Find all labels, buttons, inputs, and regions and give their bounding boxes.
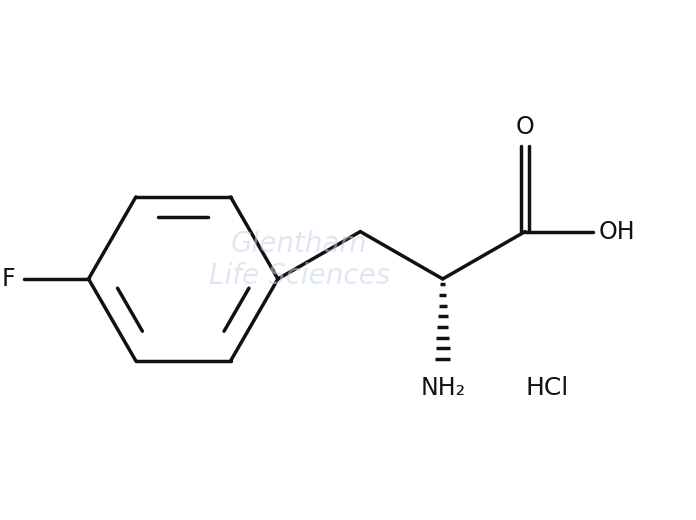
Text: NH₂: NH₂ <box>420 375 465 399</box>
Text: F: F <box>2 267 15 291</box>
Text: HCl: HCl <box>525 375 569 399</box>
Text: Glentham
Life Sciences: Glentham Life Sciences <box>209 230 390 290</box>
Text: OH: OH <box>599 219 635 243</box>
Text: O: O <box>516 115 535 139</box>
